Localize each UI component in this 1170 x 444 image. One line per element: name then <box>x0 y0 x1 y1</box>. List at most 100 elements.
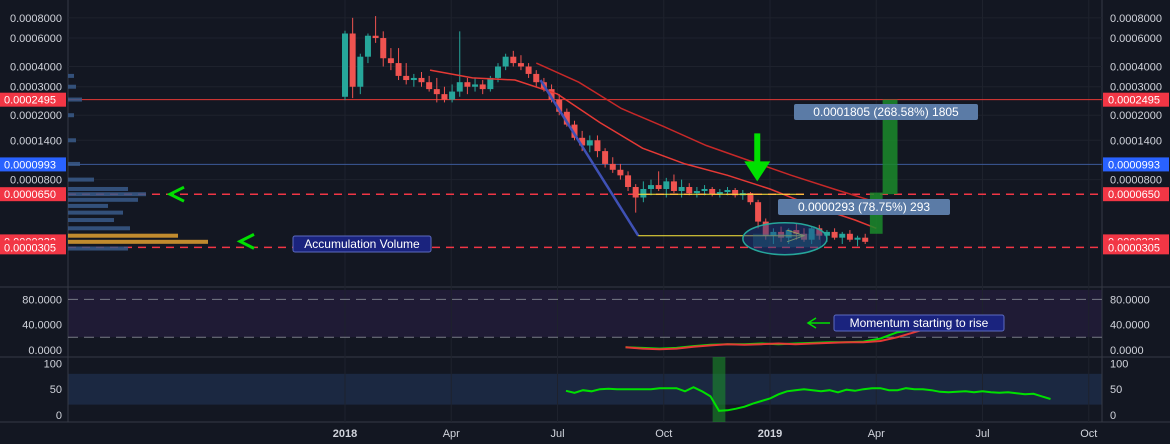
y-tick-label-right: 0.0001400 <box>1110 135 1162 147</box>
candle-body <box>387 58 394 64</box>
candle-body <box>418 77 425 83</box>
volume-profile-bar <box>68 177 94 182</box>
price-tag-left <box>0 240 66 255</box>
candle-body <box>449 91 456 100</box>
price-tag-left <box>0 157 66 172</box>
candle-body <box>364 35 371 57</box>
candle-body <box>793 230 800 234</box>
candle-body <box>701 188 708 192</box>
y-tick-label-left: 0.0001400 <box>10 135 62 147</box>
volume-profile-bar <box>68 203 108 208</box>
rsi-tick-label-right: 100 <box>1110 359 1128 371</box>
candle-body <box>571 124 578 138</box>
rsi-highlight <box>712 357 726 422</box>
candle-body <box>487 77 494 90</box>
rsi-tick-label-left: 50 <box>50 384 62 396</box>
y-tick-label-left: 0.0008000 <box>10 13 62 25</box>
price-tag-left-label: 0.0000650 <box>4 189 56 201</box>
volume-profile-bar <box>68 84 76 89</box>
volume-profile-bar <box>68 97 82 102</box>
candle-body <box>716 192 723 195</box>
rsi-tick-label-left: 100 <box>44 359 62 371</box>
candle-body <box>433 89 440 95</box>
accumulation-label-box <box>292 235 432 253</box>
price-tag-left <box>0 187 66 202</box>
osc-tick-label-left: 80.0000 <box>22 294 62 306</box>
green-left-arrow <box>166 185 185 203</box>
candle-body <box>693 191 700 194</box>
y-tick-label-left: 0.0006000 <box>10 33 62 45</box>
price-tag-right <box>1103 187 1169 202</box>
x-tick-label: Oct <box>655 428 672 440</box>
rsi-band <box>68 373 1102 405</box>
price-tag-left-label: 0.0000305 <box>4 242 56 254</box>
candle-body <box>670 181 677 192</box>
volume-profile-bar <box>68 226 130 231</box>
candle-body <box>709 188 716 195</box>
price-tag-left-label: 0.0000993 <box>4 159 56 171</box>
x-tick-label: 2019 <box>758 428 782 440</box>
candle-body <box>372 35 379 39</box>
price-tag-right <box>1103 240 1169 255</box>
accumulation-range-box <box>753 233 821 248</box>
price-tag-left <box>0 92 66 107</box>
candle-body <box>862 237 869 242</box>
candle-body <box>403 75 410 81</box>
candle-body <box>525 66 532 74</box>
price-tags: 0.0002495 0.0002495 0.0000993 0.0000993 0.00… <box>0 92 1169 255</box>
candle-body <box>441 94 448 100</box>
candle-body <box>510 56 517 64</box>
candle-body <box>655 185 662 189</box>
price-tag-right <box>1103 157 1169 172</box>
volume-profile-bar <box>68 239 208 244</box>
candle-body <box>663 181 670 189</box>
accumulation-label-text: Accumulation Volume <box>304 237 420 251</box>
osc-tick-label-left: 40.0000 <box>22 320 62 332</box>
candle-body <box>732 189 739 196</box>
candle-body <box>517 63 524 67</box>
y-tick-label-right: 0.0004000 <box>1110 62 1162 74</box>
candle-body <box>349 33 356 87</box>
volume-profile <box>68 73 208 251</box>
candle-body <box>724 189 731 193</box>
rsi-tick-label-right: 50 <box>1110 384 1122 396</box>
x-tick-label: Apr <box>443 428 460 440</box>
candle-body <box>762 221 769 236</box>
candle-body <box>556 99 563 112</box>
volume-profile-bar <box>68 113 74 118</box>
oscillator-pane <box>68 298 1102 351</box>
price-tag-right-label: 0.0000993 <box>1108 159 1160 171</box>
candle-body <box>808 228 815 240</box>
candle-body <box>755 202 762 222</box>
price-tag-right <box>1103 92 1169 107</box>
y-tick-label-right: 0.0003000 <box>1110 82 1162 94</box>
candle-body <box>839 233 846 238</box>
volume-profile-bar <box>68 192 146 197</box>
accumulation-ellipse <box>742 221 828 256</box>
candle-body <box>464 82 471 87</box>
candle-body <box>426 82 433 90</box>
trendline <box>539 79 640 237</box>
candle-body <box>472 84 479 87</box>
candle-body <box>548 89 555 100</box>
green-down-arrow <box>744 133 771 182</box>
measure-box-large <box>882 99 898 195</box>
candle-body <box>625 175 632 188</box>
candle-body <box>785 230 792 238</box>
osc-tick-label-right: 0.0000 <box>1110 345 1144 357</box>
volume-profile-bar <box>68 161 80 166</box>
candle-body <box>678 187 685 192</box>
candle-body <box>617 169 624 176</box>
volume-profile-bar <box>68 218 114 223</box>
x-tick-label: Jul <box>975 428 989 440</box>
arrow-head <box>786 229 806 243</box>
stoch-d-line <box>625 324 941 351</box>
volume-profile-bar <box>68 73 74 78</box>
price-tag-right-label: 0.0000305 <box>1108 242 1160 254</box>
momentum-arrow <box>806 317 830 329</box>
rsi-line <box>565 386 1051 412</box>
rsi-tick-label-left: 0 <box>56 410 62 422</box>
candle-body <box>563 111 570 125</box>
